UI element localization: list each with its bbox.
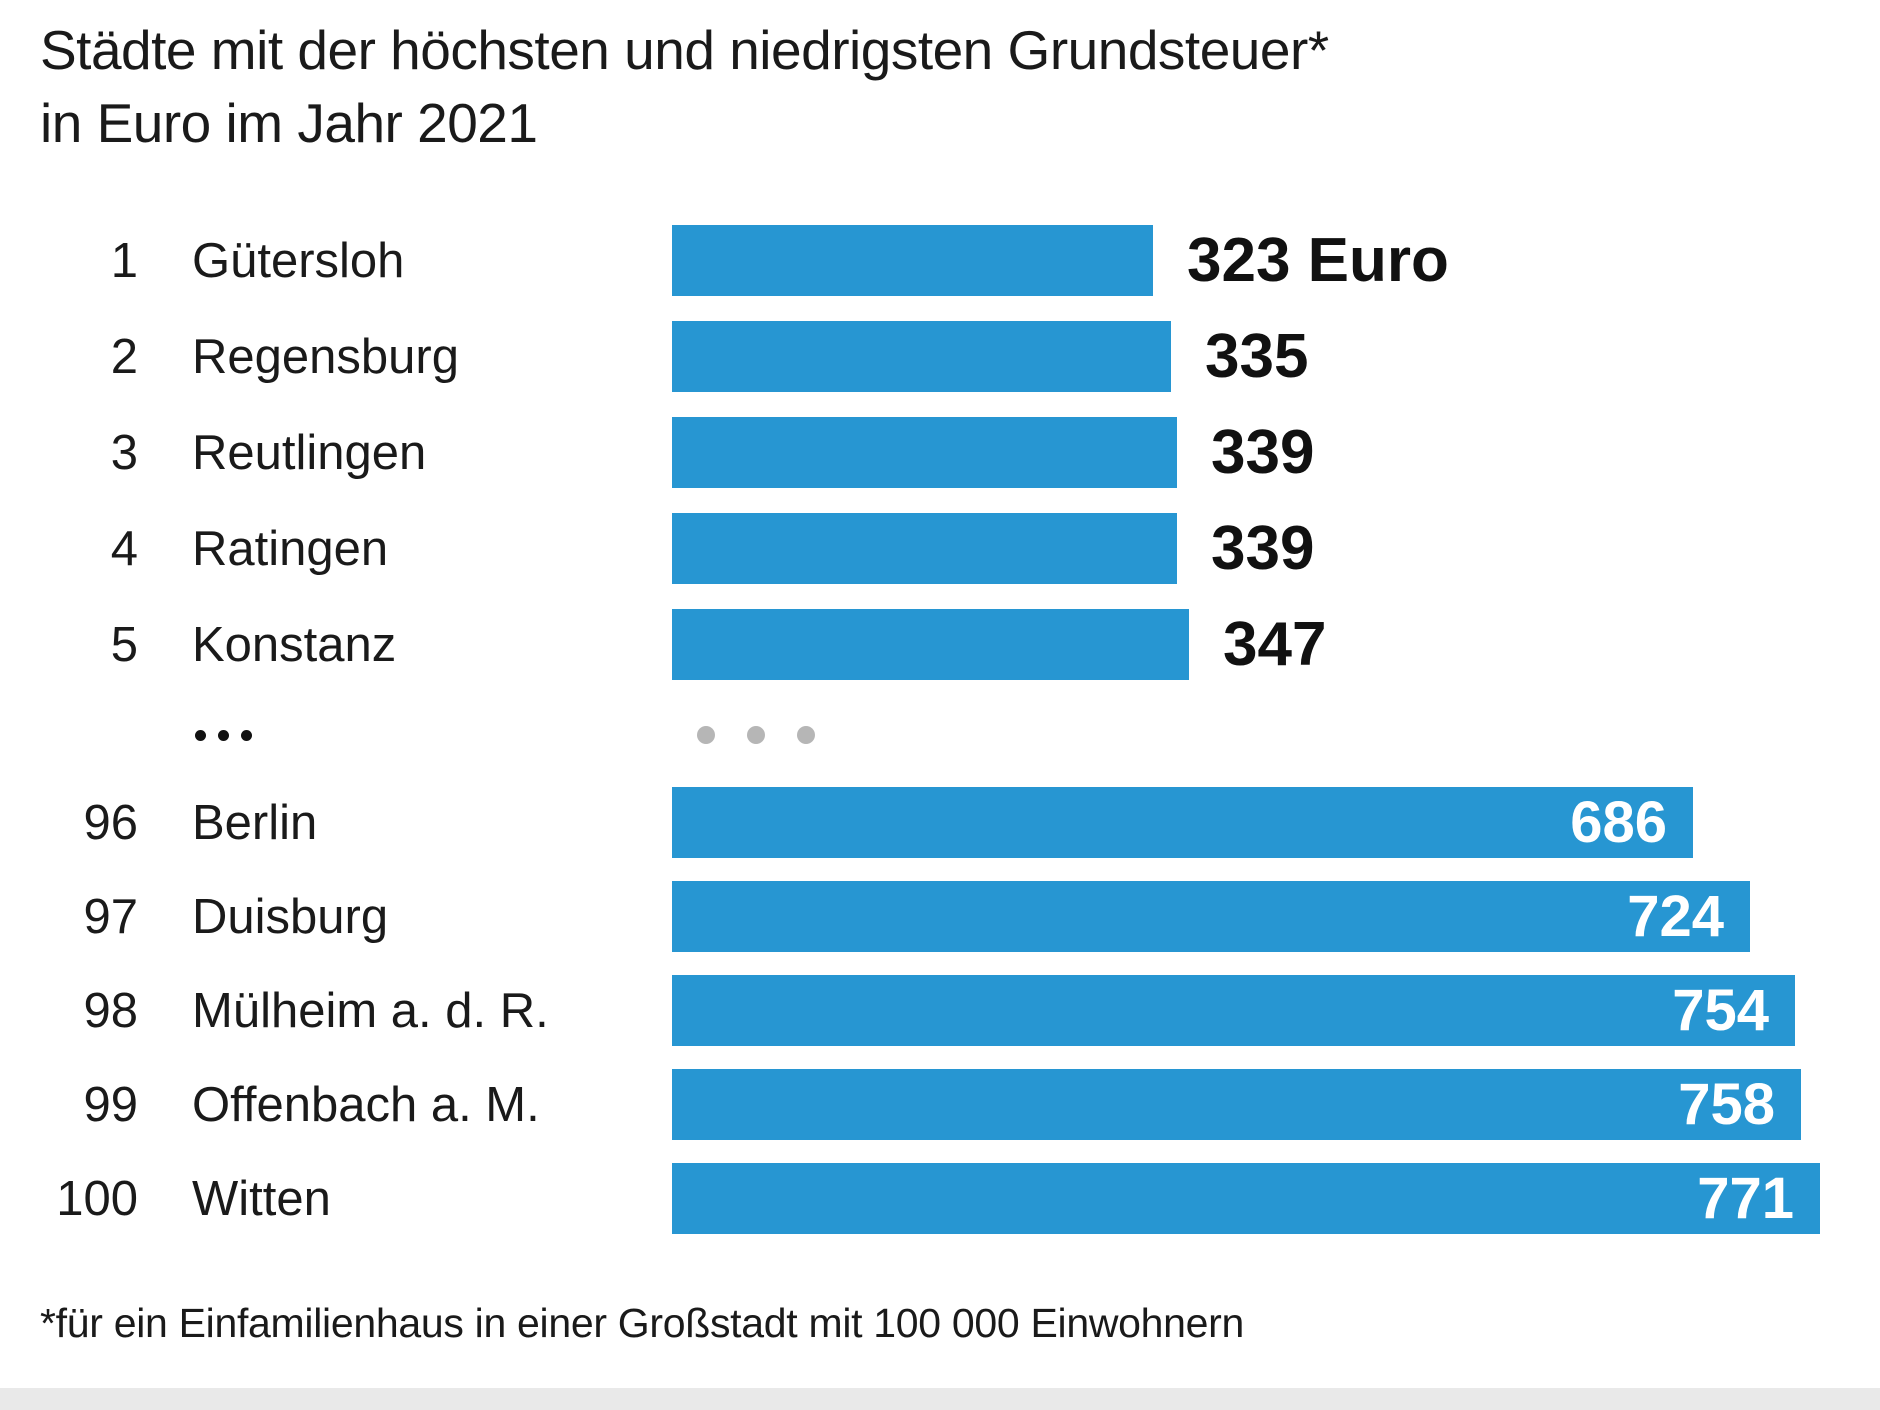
city-label: Gütersloh — [192, 233, 405, 288]
lowest-cities-group: 1 Gütersloh 323 Euro 2 Regensburg 335 3 Reutlin… — [0, 225, 1880, 680]
table-row: 96 Berlin 686 — [0, 787, 1880, 858]
ellipsis-dot — [241, 729, 252, 741]
ellipsis-dot — [797, 726, 815, 744]
rank-label: 100 — [56, 1171, 138, 1226]
rank-label: 2 — [110, 329, 138, 384]
value-bar: 754 — [672, 975, 1795, 1046]
rank-label: 97 — [83, 889, 138, 944]
value-bar — [672, 609, 1189, 680]
value-bar: 771 — [672, 1163, 1820, 1234]
value-label: 724 — [1627, 884, 1724, 949]
city-label: Witten — [192, 1171, 331, 1226]
value-label: 323 Euro — [1187, 226, 1449, 295]
value-label: 347 — [1223, 610, 1327, 679]
table-row: 2 Regensburg 335 — [0, 321, 1880, 392]
table-row: 99 Offenbach a. M. 758 — [0, 1069, 1880, 1140]
value-bar — [672, 417, 1177, 488]
city-label: Mülheim a. d. R. — [192, 983, 549, 1038]
value-label: 339 — [1211, 514, 1315, 583]
city-label: Ratingen — [192, 521, 389, 576]
city-label: Duisburg — [192, 889, 389, 944]
chart-title-line2: in Euro im Jahr 2021 — [40, 91, 538, 154]
ellipsis-dot — [697, 726, 715, 744]
value-label: 686 — [1570, 790, 1667, 855]
footer-band — [0, 1388, 1880, 1410]
value-label: 758 — [1678, 1072, 1775, 1137]
city-label: Berlin — [192, 795, 318, 850]
table-row: 100 Witten 771 — [0, 1163, 1880, 1234]
city-label: Regensburg — [192, 329, 459, 384]
chart-title-line1: Städte mit der höchsten und niedrigsten … — [40, 19, 1329, 81]
table-row: 97 Duisburg 724 — [0, 881, 1880, 952]
rank-label: 1 — [110, 233, 138, 288]
rank-label: 4 — [110, 521, 138, 576]
value-label: 771 — [1697, 1166, 1794, 1231]
rank-label: 5 — [110, 617, 138, 672]
value-label: 335 — [1205, 322, 1309, 391]
rank-label: 99 — [83, 1077, 138, 1132]
table-row: 4 Ratingen 339 — [0, 513, 1880, 584]
rank-label: 3 — [110, 425, 138, 480]
table-row: 1 Gütersloh 323 Euro — [0, 225, 1880, 296]
rank-label: 98 — [83, 983, 138, 1038]
city-label: Konstanz — [192, 617, 397, 672]
ellipsis-bar-dots — [697, 726, 847, 744]
value-bar — [672, 225, 1153, 296]
table-row: 3 Reutlingen 339 — [0, 417, 1880, 488]
ellipsis-dot — [195, 729, 206, 741]
value-bar — [672, 321, 1171, 392]
ellipsis-label-dots — [138, 729, 672, 741]
value-label: 754 — [1672, 978, 1769, 1043]
city-label: Offenbach a. M. — [192, 1077, 540, 1132]
ellipsis-row — [0, 705, 1880, 765]
ellipsis-dot — [218, 729, 229, 741]
city-label: Reutlingen — [192, 425, 427, 480]
value-label: 339 — [1211, 418, 1315, 487]
ellipsis-dot — [747, 726, 765, 744]
value-bar: 686 — [672, 787, 1693, 858]
rank-label: 96 — [83, 795, 138, 850]
highest-cities-group: 96 Berlin 686 97 Duisburg 724 98 Mülheim a. d. … — [0, 787, 1880, 1234]
footnote: *für ein Einfamilienhaus in einer Großst… — [40, 1300, 1245, 1346]
chart-title: Städte mit der höchsten und niedrigsten … — [40, 14, 1329, 159]
value-bar — [672, 513, 1177, 584]
value-bar: 724 — [672, 881, 1750, 952]
table-row: 98 Mülheim a. d. R. 754 — [0, 975, 1880, 1046]
table-row: 5 Konstanz 347 — [0, 609, 1880, 680]
value-bar: 758 — [672, 1069, 1801, 1140]
bar-chart: 1 Gütersloh 323 Euro 2 Regensburg 335 3 Reutlin… — [0, 225, 1880, 1257]
